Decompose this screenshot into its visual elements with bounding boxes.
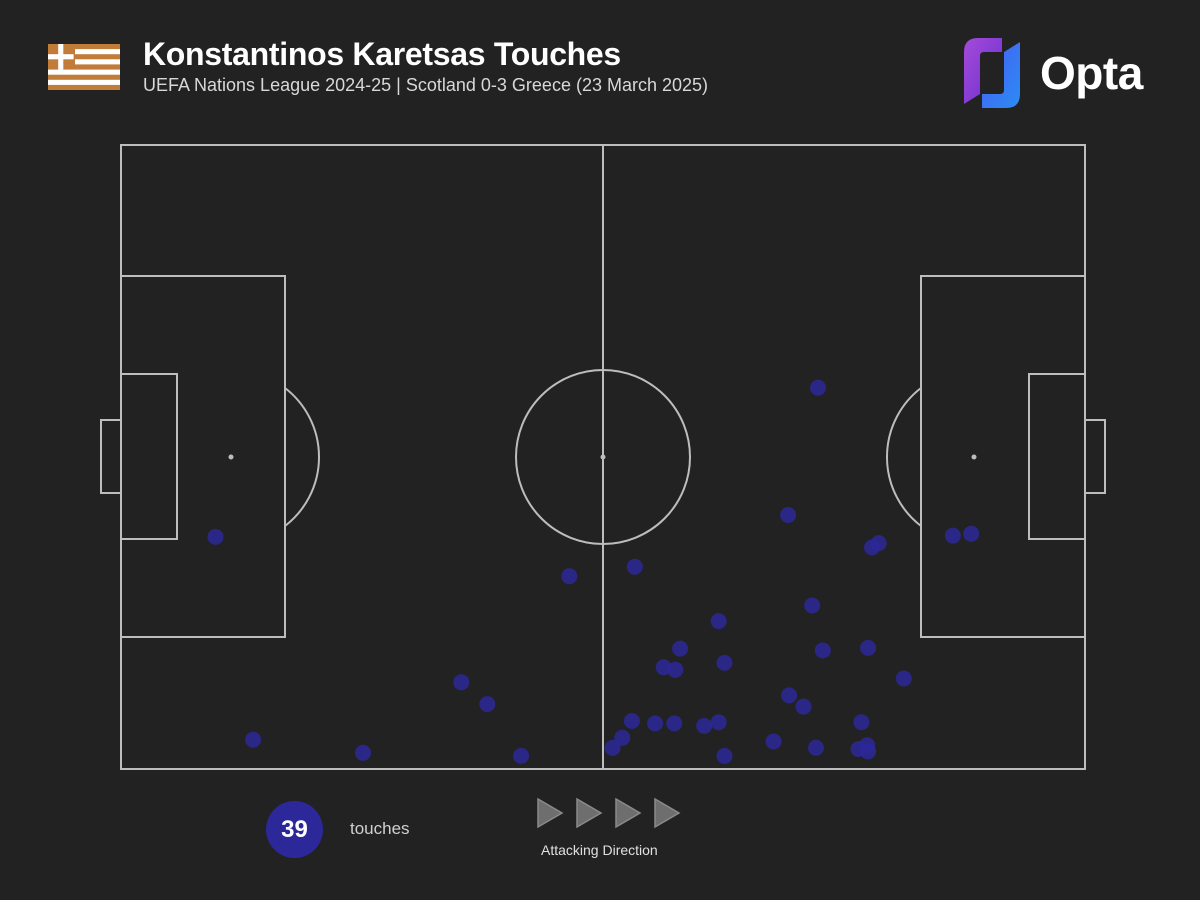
touch-point — [716, 747, 733, 764]
attacking-direction-arrows — [537, 797, 681, 829]
touch-point — [561, 568, 578, 585]
right-penalty-arc — [886, 387, 922, 527]
touch-point — [207, 528, 224, 545]
pitch-markings — [100, 144, 1106, 770]
touch-point — [626, 558, 643, 575]
touch-point — [780, 507, 797, 523]
centre-spot — [600, 454, 606, 460]
touch-point — [944, 527, 961, 544]
touch-point — [604, 739, 621, 756]
touch-count-badge: 39 — [266, 801, 323, 858]
touch-point — [810, 379, 826, 396]
touch-point — [804, 597, 821, 614]
left-penalty-arc — [284, 387, 320, 527]
touch-point — [647, 715, 664, 732]
touch-point — [623, 713, 640, 729]
pitch-spots — [228, 454, 977, 460]
touch-point — [716, 654, 733, 671]
touch-point — [795, 698, 812, 715]
play-arrow-icon — [615, 797, 642, 829]
touch-point — [245, 731, 262, 748]
left-penalty-area — [120, 275, 286, 638]
left-six-yard-box — [120, 373, 178, 540]
touch-point — [781, 687, 798, 704]
touch-point — [710, 613, 727, 630]
touch-point — [963, 525, 980, 542]
touch-point — [853, 714, 870, 731]
touch-point — [860, 639, 877, 656]
page-subtitle: UEFA Nations League 2024-25 | Scotland 0… — [143, 75, 709, 95]
right-six-yard-box — [1028, 373, 1086, 540]
touch-point — [513, 747, 530, 764]
right-penalty-area — [920, 275, 1086, 638]
opta-logo-icon — [964, 38, 1020, 108]
centre-circle — [515, 369, 691, 545]
touch-point — [614, 729, 631, 746]
touch-point — [355, 744, 371, 761]
touch-point — [710, 714, 727, 731]
touch-point — [479, 696, 496, 713]
touch-count: 39 — [281, 815, 308, 843]
touch-point — [814, 642, 831, 659]
attacking-direction-label: Attacking Direction — [541, 842, 658, 858]
left-goal — [100, 419, 122, 494]
touch-point — [666, 715, 683, 732]
left-penalty-spot — [228, 454, 234, 460]
play-arrow-icon — [576, 797, 603, 829]
touch-point — [672, 640, 689, 657]
right-penalty-spot — [971, 454, 977, 460]
play-arrow-icon — [654, 797, 681, 829]
touch-point — [696, 717, 713, 734]
touch-point — [860, 743, 877, 760]
opta-brand-text: Opta — [1040, 47, 1143, 99]
page-title: Konstantinos Karetsas Touches — [143, 36, 621, 72]
play-arrow-icon — [537, 797, 564, 829]
touch-point — [453, 674, 470, 691]
touch-point — [667, 661, 684, 678]
touch-point — [808, 739, 824, 756]
right-goal — [1084, 419, 1106, 494]
touch-point — [765, 733, 782, 750]
greece-flag-icon — [48, 44, 120, 90]
touch-point — [870, 535, 887, 552]
touch-point — [895, 670, 912, 687]
touch-markers — [207, 379, 980, 764]
touch-count-label: touches — [350, 819, 410, 838]
